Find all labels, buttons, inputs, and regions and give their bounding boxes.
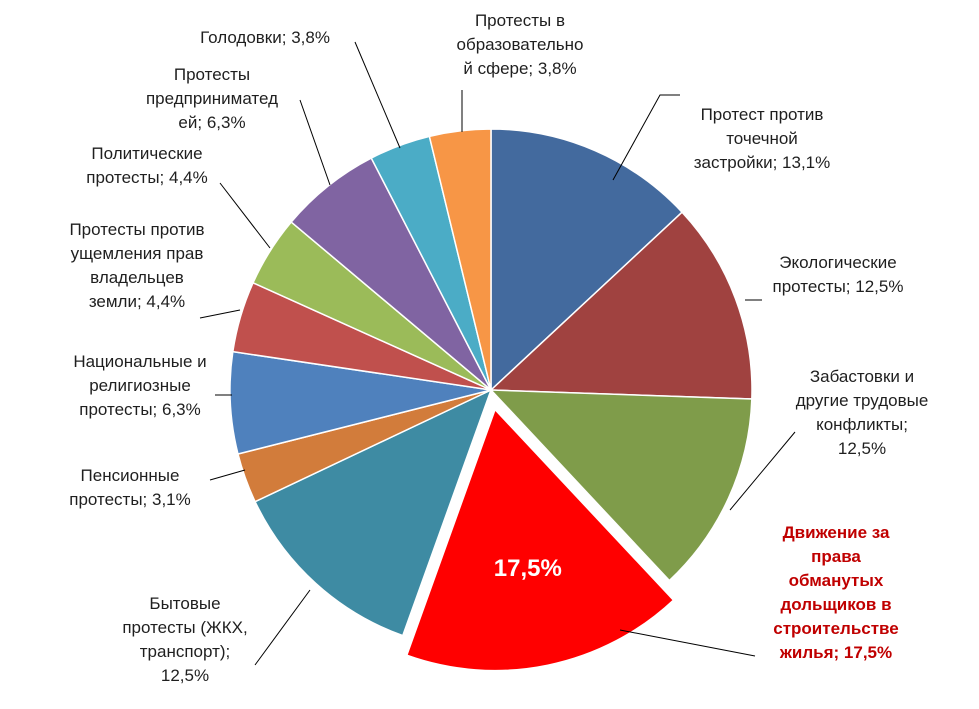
pie-slice-1: [490, 128, 684, 392]
slice-label-line: 12,5%: [161, 666, 209, 685]
slice-label-line: Политические: [91, 144, 202, 163]
slice-label-line: протесты; 12,5%: [773, 277, 904, 296]
slice-label-10: Протесты предприниматед ей; 6,3%: [146, 65, 278, 132]
slice-label-line: ей; 6,3%: [178, 113, 245, 132]
leader-line-1: [612, 94, 680, 181]
slice-label-line: протесты (ЖКХ,: [122, 618, 247, 637]
leader-line-5: [254, 589, 311, 666]
slice-label-11: Голодовки; 3,8%: [200, 28, 330, 47]
slice-label-line: образовательно: [457, 35, 584, 54]
slice-label-line: другие трудовые: [796, 391, 929, 410]
pie-slice-2: [489, 211, 753, 400]
slice-label-4: Движение за права обманутых дольщиков в стро…: [773, 523, 899, 662]
slice-label-line: конфликты;: [816, 415, 908, 434]
pie-slice-4: [405, 408, 675, 672]
slice-label-line: Национальные и: [73, 352, 206, 371]
slice-label-line: владельцев: [90, 268, 184, 287]
slice-label-line: обманутых: [789, 571, 884, 590]
slice-label-line: протесты; 3,1%: [69, 490, 191, 509]
slice-label-line: ущемления прав: [71, 244, 204, 263]
slice-label-7: Национальные и религиозные протесты; 6,3%: [73, 352, 206, 419]
slice-label-line: транспорт);: [140, 642, 231, 661]
slice-label-12: Протесты в образовательно й сфере; 3,8%: [457, 11, 584, 78]
slice-label-line: застройки; 13,1%: [694, 153, 831, 172]
slice-label-1: Протест против точечной застройки; 13,1%: [694, 105, 831, 172]
slice-label-line: 12,5%: [838, 439, 886, 458]
pie-slice-3: [489, 389, 753, 582]
slice-label-line: Протесты: [174, 65, 250, 84]
slice-label-line: жилья; 17,5%: [779, 643, 892, 662]
leader-lines: [199, 41, 796, 666]
slice-label-line: й сфере; 3,8%: [463, 59, 576, 78]
slice-label-line: Протест против: [701, 105, 824, 124]
slice-label-line: строительстве: [773, 619, 899, 638]
slice-label-line: религиозные: [89, 376, 191, 395]
slice-label-line: Движение за: [783, 523, 890, 542]
leader-line-3: [729, 431, 796, 511]
leader-line-10: [299, 99, 331, 186]
pie-slice-12: [428, 128, 492, 391]
pie-slices: [229, 128, 753, 672]
slice-label-line: Пенсионные: [81, 466, 180, 485]
slice-label-line: Экологические: [779, 253, 896, 272]
slice-label-line: точечной: [726, 129, 798, 148]
slice-label-line: Бытовые: [149, 594, 220, 613]
slice-labels: Протест против точечной застройки; 13,1% Эк…: [69, 11, 928, 685]
slice-label-5: Бытовые протесты (ЖКХ, транспорт); 12,5%: [122, 594, 247, 685]
slice-label-9: Политические протесты; 4,4%: [86, 144, 208, 187]
slice-label-line: протесты; 6,3%: [79, 400, 201, 419]
leader-line-6: [209, 469, 246, 481]
pie-slice-5: [254, 388, 493, 637]
slice-label-line: Забастовки и: [810, 367, 914, 386]
slice-label-line: Протесты против: [69, 220, 204, 239]
leader-line-4: [619, 629, 756, 657]
slice-label-line: предприниматед: [146, 89, 278, 108]
slice-label-8: Протесты против ущемления прав владельцев з…: [69, 220, 204, 311]
slice-label-line: Голодовки; 3,8%: [200, 28, 330, 47]
slice-label-6: Пенсионные протесты; 3,1%: [69, 466, 191, 509]
leader-line-9: [219, 182, 271, 249]
slice-inner-value-label: 17,5%: [494, 555, 562, 582]
slice-label-line: права: [811, 547, 861, 566]
slice-label-line: земли; 4,4%: [89, 292, 185, 311]
slice-label-line: протесты; 4,4%: [86, 168, 208, 187]
slice-label-2: Экологические протесты; 12,5%: [773, 253, 904, 296]
slice-label-line: дольщиков в: [780, 595, 891, 614]
leader-line-11: [354, 41, 401, 149]
leader-line-8: [199, 309, 241, 319]
slice-label-3: Забастовки и другие трудовые конфликты; 12,…: [796, 367, 929, 458]
slice-label-line: Протесты в: [475, 11, 565, 30]
